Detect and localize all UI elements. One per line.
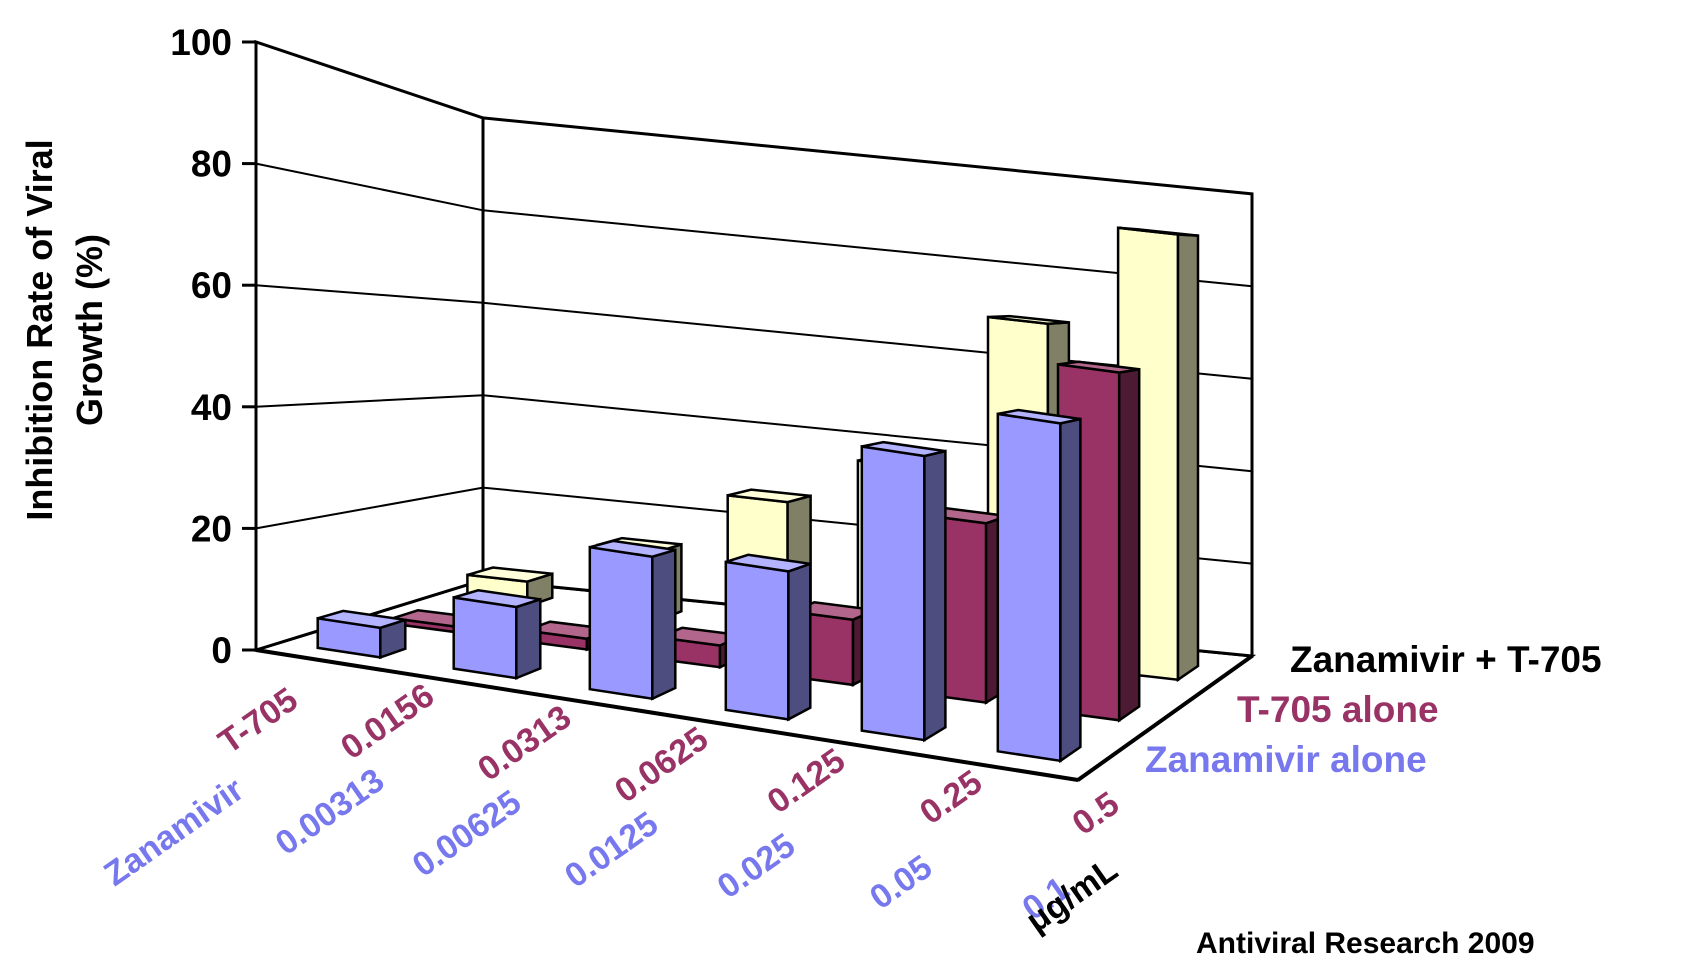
x-tick-label-t705: 0.25 [913, 763, 989, 832]
legend-entry-zanamivir: Zanamivir alone [1145, 739, 1427, 780]
side-wall [254, 39, 485, 653]
bar-top-face [589, 539, 676, 558]
legend-entry-combo: Zanamivir + T-705 [1290, 639, 1602, 680]
bar-top-face [1117, 226, 1199, 237]
x-tick-label-t705: 0.0625 [608, 720, 715, 811]
bar-zanamivir-1 [316, 609, 407, 660]
gridline-80 [255, 162, 1253, 288]
y-tick-label: 20 [191, 508, 232, 549]
bar-side-face [1176, 233, 1200, 683]
x-tick-label-zanamivir: 0.05 [863, 848, 939, 917]
x-tick-label-zanamivir: 0.0125 [558, 805, 665, 896]
bar-top-face [997, 408, 1081, 425]
bar-side-face [923, 449, 947, 743]
x-tick-label-t705: 0.0313 [471, 698, 578, 789]
legend-entry-t705: T-705 alone [1237, 689, 1439, 730]
source-note: Antiviral Research 2009 [1196, 927, 1535, 960]
gridline-100 [255, 41, 1253, 195]
depth-axis-line [1076, 654, 1254, 782]
bar-side-face [787, 562, 812, 722]
x-tick-label-zanamivir: 0.00313 [269, 761, 391, 863]
bar-top-face [861, 440, 946, 458]
bar-side-face [1117, 367, 1141, 723]
y-tick-label: 0 [211, 630, 232, 671]
bar-front-face [860, 445, 926, 742]
bar-top-face [725, 553, 811, 573]
bar-front-face [588, 545, 654, 701]
bar-side-face [651, 548, 677, 701]
bar-zanamivir-2 [452, 589, 542, 680]
bar-front-face [996, 412, 1062, 763]
bar-front-face [724, 560, 790, 721]
row-header-t705: T-705 [212, 680, 305, 761]
bar-top-face [467, 566, 553, 583]
bar-top-face [987, 314, 1070, 325]
x-axis-line [255, 648, 1079, 782]
bar-zanamivir-4 [724, 553, 812, 722]
bar-top-face [1057, 360, 1140, 374]
row-header-zanamivir: Zanamivir [97, 770, 250, 893]
bar-side-face [515, 597, 542, 680]
x-tick-label-t705: 0.5 [1066, 785, 1127, 843]
x-tick-label-zanamivir: 0.025 [711, 826, 803, 906]
x-tick-label-t705: 0.125 [761, 741, 853, 821]
y-axis-label-line-1: Inhibition Rate of Viral [19, 139, 60, 520]
bars [316, 226, 1200, 764]
y-tick-label: 80 [191, 144, 232, 185]
bar-top-face [317, 609, 406, 630]
axes [242, 40, 1254, 782]
bar-front-face [452, 596, 518, 680]
bar-zanamivir-3 [588, 539, 677, 701]
y-tick-label: 100 [170, 22, 232, 63]
bar-top-face [727, 488, 811, 504]
bar-top-face [453, 589, 541, 609]
x-tick-label-zanamivir: 0.00625 [406, 783, 528, 885]
y-tick-label: 60 [191, 265, 232, 306]
y-tick-label: 40 [191, 387, 232, 428]
y-axis-label-line-2: Growth (%) [69, 234, 110, 426]
x-tick-label-t705: 0.0156 [334, 676, 441, 767]
bar-zanamivir-6 [996, 408, 1082, 764]
bar-zanamivir-5 [860, 440, 947, 743]
bar-side-face [1059, 417, 1082, 764]
